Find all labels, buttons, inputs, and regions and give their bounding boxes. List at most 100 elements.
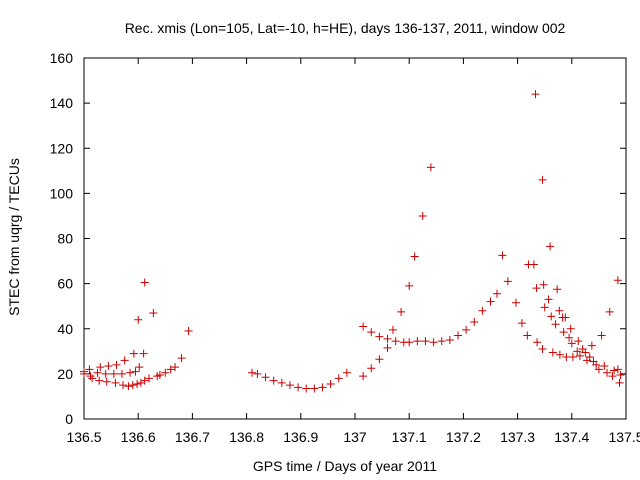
y-tick-label: 160: [50, 50, 74, 66]
data-point: [367, 364, 376, 373]
x-tick-label: 137.1: [392, 429, 427, 445]
data-point: [161, 368, 170, 377]
data-point: [603, 368, 612, 377]
data-point: [155, 371, 164, 380]
data-point: [565, 333, 574, 342]
data-point: [95, 376, 104, 385]
data-point: [88, 374, 97, 383]
data-point: [538, 345, 547, 354]
y-tick-label: 120: [50, 140, 74, 156]
data-point: [531, 90, 540, 99]
y-tick-label: 0: [65, 411, 73, 427]
data-point: [359, 372, 368, 381]
data-point: [523, 331, 532, 340]
data-point: [517, 319, 526, 328]
data-point: [124, 382, 133, 391]
data-point: [405, 338, 414, 347]
y-tick-label: 20: [57, 366, 73, 382]
data-point: [391, 337, 400, 346]
data-point: [383, 343, 392, 352]
data-point: [539, 280, 548, 289]
x-axis-label: GPS time / Days of year 2011: [253, 458, 437, 474]
data-point: [538, 175, 547, 184]
data-point: [462, 325, 471, 334]
data-point: [616, 371, 625, 380]
data-point: [493, 289, 502, 298]
data-point: [478, 306, 487, 315]
data-point: [120, 356, 129, 365]
x-tick-label: 137.5: [608, 429, 640, 445]
data-point: [426, 163, 435, 172]
data-point: [553, 285, 562, 294]
chart-title: Rec. xmis (Lon=105, Lat=-10, h=HE), days…: [125, 20, 566, 36]
data-point: [573, 347, 582, 356]
data-point: [302, 384, 311, 393]
data-point: [109, 369, 118, 378]
data-point: [561, 313, 570, 322]
data-point: [597, 331, 606, 340]
data-point: [131, 367, 140, 376]
x-tick-label: 136.7: [175, 429, 210, 445]
data-point: [608, 372, 617, 381]
data-point: [248, 368, 257, 377]
x-tick-label: 136.8: [229, 429, 264, 445]
data-point: [533, 338, 542, 347]
data-point: [413, 337, 422, 346]
data-point: [111, 378, 120, 387]
data-point: [594, 365, 603, 374]
data-point: [135, 363, 144, 372]
data-series: [80, 90, 625, 393]
data-point: [140, 278, 149, 287]
data-point: [383, 334, 392, 343]
data-point: [171, 363, 180, 372]
data-point: [139, 349, 148, 358]
x-tick-label: 137.2: [446, 429, 481, 445]
data-point: [294, 383, 303, 392]
data-point: [397, 307, 406, 316]
data-point: [498, 251, 507, 260]
x-axis: 136.5 136.6 136.7 136.8 136.9 137 137.1 137.2 13…: [66, 58, 640, 445]
data-point: [574, 337, 583, 346]
y-tick-label: 80: [57, 231, 73, 247]
data-point: [613, 276, 622, 285]
data-point: [548, 348, 557, 357]
data-point: [149, 308, 158, 317]
x-tick-label: 137.4: [554, 429, 589, 445]
y-tick-label: 140: [50, 95, 74, 111]
data-point: [511, 298, 520, 307]
data-point: [134, 315, 143, 324]
data-point: [605, 307, 614, 316]
data-point: [568, 352, 577, 361]
data-point: [540, 303, 549, 312]
data-point: [581, 348, 590, 357]
data-point: [559, 328, 568, 337]
data-point: [453, 331, 462, 340]
data-point: [437, 337, 446, 346]
data-point: [80, 369, 88, 378]
data-point: [587, 341, 596, 350]
x-tick-label: 136.6: [121, 429, 156, 445]
y-tick-label: 100: [50, 185, 74, 201]
data-point: [375, 355, 384, 364]
data-point: [184, 327, 193, 336]
data-point: [555, 350, 564, 359]
data-point: [145, 374, 154, 383]
data-point: [575, 351, 584, 360]
data-point: [470, 317, 479, 326]
data-point: [405, 281, 414, 290]
data-point: [610, 366, 619, 375]
data-point: [567, 339, 576, 348]
y-axis: 0 20 40 60 80 100 120 140 160: [50, 50, 626, 427]
data-point: [429, 338, 438, 347]
data-point: [310, 384, 319, 393]
data-point: [104, 361, 113, 370]
data-point: [129, 349, 138, 358]
data-point: [133, 380, 142, 389]
data-point: [342, 368, 351, 377]
data-point: [388, 325, 397, 334]
data-point: [101, 369, 110, 378]
x-tick-label: 137.3: [500, 429, 535, 445]
data-point: [128, 381, 137, 390]
x-tick-label: 136.5: [66, 429, 101, 445]
